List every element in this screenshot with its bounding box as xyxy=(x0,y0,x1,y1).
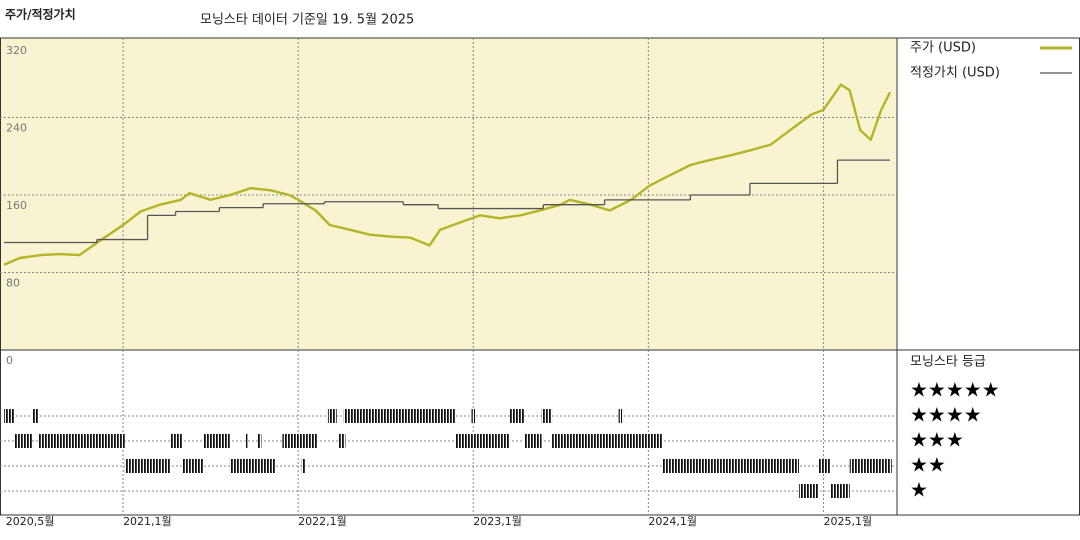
rating-period xyxy=(830,484,850,498)
y-tick-label: 0 xyxy=(6,354,13,367)
y-tick-label: 80 xyxy=(6,277,20,290)
rating-period xyxy=(327,409,337,423)
legend-label: 주가 (USD) xyxy=(910,41,976,56)
x-tick-label: 2023,1월 xyxy=(473,515,522,528)
rating-period xyxy=(471,409,476,423)
ratings-title: 모닝스타 등급 xyxy=(910,355,986,370)
rating-period xyxy=(282,434,318,448)
y-tick-label: 240 xyxy=(6,122,27,135)
rating-period xyxy=(301,459,306,473)
x-tick-label: 2020,5월 xyxy=(6,515,55,528)
rating-period xyxy=(39,434,125,448)
rating-period xyxy=(124,459,171,473)
chart-title: 주가/적정가치 xyxy=(5,7,76,22)
chart-subtitle: 모닝스타 데이터 기준일 19. 5월 2025 xyxy=(200,13,414,28)
rating-legend: ★★ xyxy=(910,453,946,477)
rating-period xyxy=(343,409,456,423)
rating-period xyxy=(455,434,511,448)
rating-legend: ★★★★★ xyxy=(910,378,1000,402)
rating-legend: ★★★★ xyxy=(910,403,982,427)
rating-period xyxy=(849,459,892,473)
rating-legend: ★ xyxy=(910,478,928,502)
rating-period xyxy=(245,434,248,448)
rating-period xyxy=(14,434,33,448)
rating-period xyxy=(552,434,663,448)
rating-period xyxy=(229,459,276,473)
rating-legend: ★★★ xyxy=(910,428,964,452)
price-line xyxy=(3,83,892,266)
rating-period xyxy=(818,459,831,473)
rating-period xyxy=(618,409,623,423)
rating-period xyxy=(170,434,183,448)
rating-period xyxy=(182,459,204,473)
rating-period xyxy=(203,434,230,448)
rating-period xyxy=(338,434,346,448)
rating-period xyxy=(510,409,525,423)
legend-label: 적정가치 (USD) xyxy=(910,66,1000,81)
plot-background xyxy=(0,38,897,350)
x-tick-label: 2025,1월 xyxy=(823,515,872,528)
y-tick-label: 160 xyxy=(6,199,27,212)
x-tick-label: 2024,1월 xyxy=(648,515,697,528)
rating-period xyxy=(524,434,542,448)
rating-period xyxy=(257,434,262,448)
rating-period xyxy=(541,409,553,423)
rating-period xyxy=(32,409,40,423)
rating-period xyxy=(662,459,799,473)
y-tick-label: 320 xyxy=(6,44,27,57)
x-tick-label: 2022,1월 xyxy=(298,515,347,528)
x-tick-label: 2021,1월 xyxy=(123,515,172,528)
rating-period xyxy=(798,484,819,498)
rating-period xyxy=(4,409,15,423)
